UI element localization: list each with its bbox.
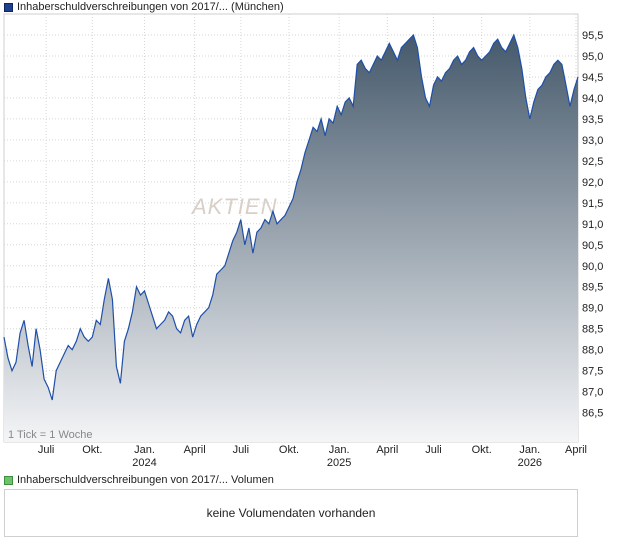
y-tick-label: 93,5 — [582, 114, 603, 126]
volume-empty-message: keine Volumendaten vorhanden — [206, 506, 376, 520]
volume-legend-swatch — [4, 475, 13, 485]
x-tick-label: Juli — [425, 444, 442, 456]
x-tick-label: Okt. — [472, 444, 492, 456]
x-tick-label: Juli — [233, 444, 250, 456]
tick-note: 1 Tick = 1 Woche — [8, 429, 92, 441]
y-tick-label: 88,5 — [582, 324, 603, 336]
y-tick-label: 92,5 — [582, 156, 603, 168]
volume-legend: Inhaberschuldverschreibungen von 2017/..… — [4, 473, 274, 487]
y-tick-label: 87,5 — [582, 366, 603, 378]
price-chart[interactable]: AKTIEN 86,5 87,0 87,5 88,0 88,5 89,0 89,5 90,0 9… — [0, 0, 620, 486]
y-tick-label: 91,0 — [582, 219, 603, 231]
x-tick-year-label: 2026 — [518, 457, 542, 469]
y-axis-ticks: 86,5 87,0 87,5 88,0 88,5 89,0 89,5 90,0 90,5 91,0… — [582, 30, 603, 420]
x-tick-label: April — [565, 444, 587, 456]
y-tick-label: 90,0 — [582, 261, 603, 273]
y-tick-label: 88,0 — [582, 345, 603, 357]
y-tick-label: 95,0 — [582, 51, 603, 63]
x-tick-label: Okt. — [82, 444, 102, 456]
price-legend: Inhaberschuldverschreibungen von 2017/..… — [4, 0, 284, 14]
y-tick-label: 89,0 — [582, 303, 603, 315]
volume-panel: keine Volumendaten vorhanden — [4, 489, 578, 537]
x-tick-label: April — [376, 444, 398, 456]
y-tick-label: 92,0 — [582, 177, 603, 189]
x-tick-label: Jan. — [519, 444, 540, 456]
x-tick-label: Jan. — [329, 444, 350, 456]
price-legend-label: Inhaberschuldverschreibungen von 2017/..… — [17, 1, 284, 13]
price-line — [3, 33, 579, 401]
y-tick-label: 91,5 — [582, 198, 603, 210]
y-tick-label: 94,5 — [582, 72, 603, 84]
y-tick-label: 95,5 — [582, 30, 603, 42]
x-tick-year-label: 2025 — [327, 457, 351, 469]
y-tick-label: 89,5 — [582, 282, 603, 294]
y-tick-label: 90,5 — [582, 240, 603, 252]
x-tick-label: Juli — [38, 444, 55, 456]
y-tick-label: 86,5 — [582, 408, 603, 420]
volume-legend-label: Inhaberschuldverschreibungen von 2017/..… — [17, 474, 274, 486]
y-tick-label: 87,0 — [582, 387, 603, 399]
x-tick-label: April — [184, 444, 206, 456]
price-legend-swatch — [4, 2, 13, 12]
y-tick-label: 94,0 — [582, 93, 603, 105]
x-tick-label: Okt. — [279, 444, 299, 456]
watermark-text: AKTIEN — [190, 194, 277, 219]
y-tick-label: 93,0 — [582, 135, 603, 147]
x-tick-year-label: 2024 — [132, 457, 156, 469]
x-tick-label: Jan. — [134, 444, 155, 456]
price-area — [4, 35, 578, 442]
